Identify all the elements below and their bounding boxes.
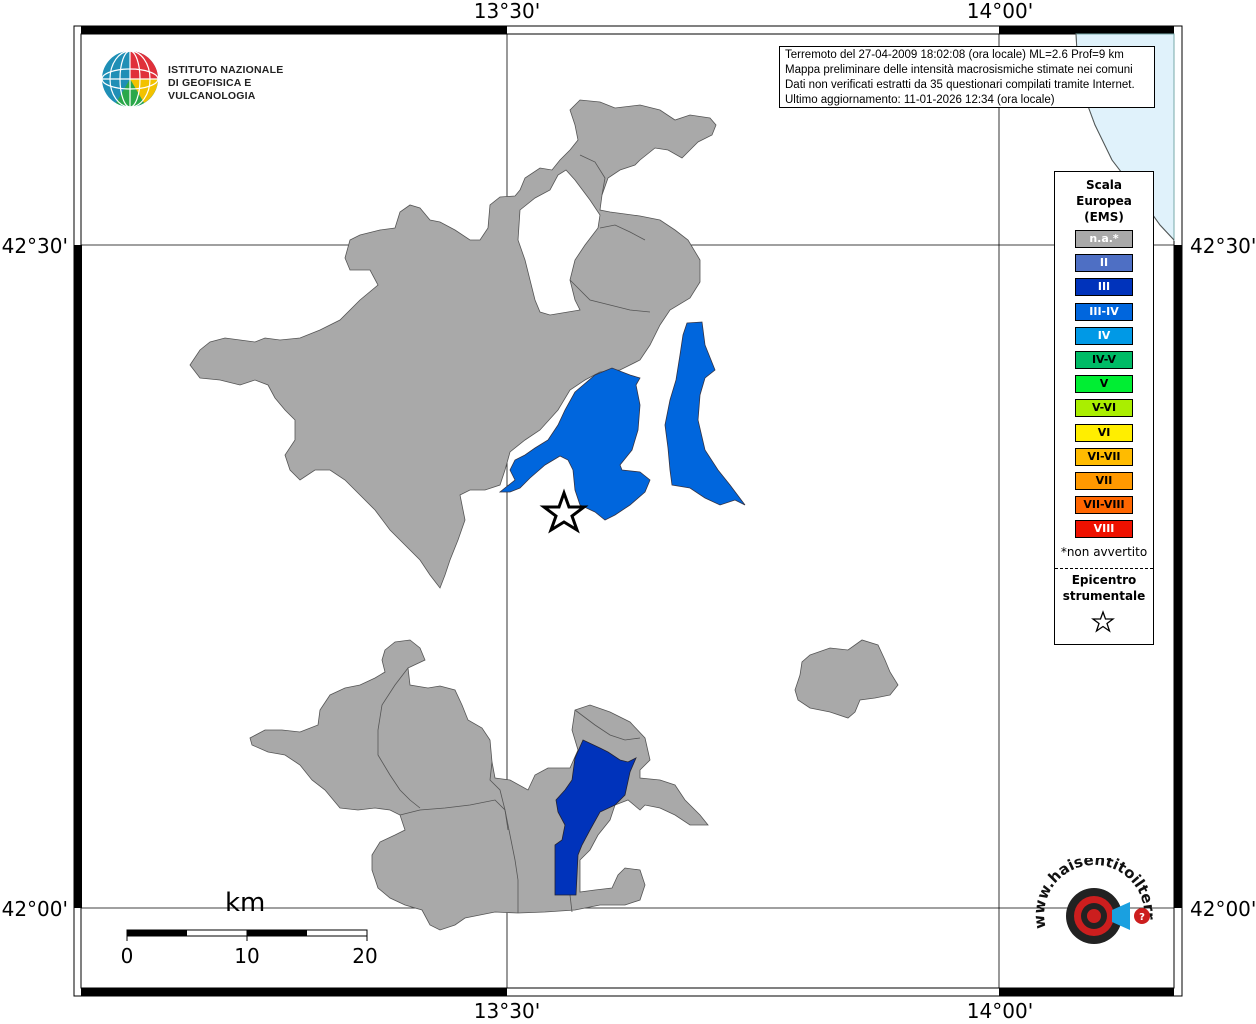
municipality-intensity-III: [554, 739, 637, 896]
legend-separator: [1055, 568, 1153, 569]
municipality-na-south-cluster: [249, 639, 709, 931]
lat-label-right-4200: 42°00': [1190, 897, 1256, 921]
legend-item-iii-iv: III-IV: [1075, 302, 1133, 321]
legend-epicenter-title: Epicentro strumentale: [1055, 572, 1153, 604]
ingv-logo: ISTITUTO NAZIONALE DI GEOFISICA E VULCAN…: [100, 48, 320, 110]
legend-item-viii: VIII: [1075, 520, 1133, 539]
scale-unit-label: km: [225, 888, 266, 918]
municipality-outline: [517, 169, 601, 316]
event-info-line: Dati non verificati estratti da 35 quest…: [785, 79, 1135, 91]
legend-item-v-vi: V-VI: [1075, 399, 1133, 418]
legend-title-line: (EMS): [1084, 210, 1124, 224]
legend-item-iii: III: [1075, 278, 1133, 297]
event-info-line: Ultimo aggiornamento: 11-01-2026 12:34 (…: [785, 94, 1055, 106]
legend-title: Scala Europea (EMS): [1055, 177, 1153, 225]
legend-epicenter-line: strumentale: [1062, 589, 1146, 603]
scale-label-20: 20: [352, 944, 377, 968]
legend-item-iv: IV: [1075, 326, 1133, 345]
lon-label-top-1400: 14°00': [967, 0, 1033, 23]
seismograph-target-icon: www.haisentitoilterremoto.it ?: [1024, 844, 1158, 944]
map-frame: [74, 26, 1182, 996]
ingv-name-line2: DI GEOFISICA E VULCANOLOGIA: [168, 77, 256, 102]
legend-epicenter-line: Epicentro: [1071, 573, 1137, 587]
epicenter-star[interactable]: [539, 488, 589, 534]
event-info-box: Terremoto del 27-04-2009 18:02:08 (ora l…: [779, 46, 1155, 108]
lon-label-bottom-1400: 14°00': [967, 999, 1033, 1023]
lat-label-left-4200: 42°00': [2, 897, 68, 921]
legend-item-vi: VI: [1075, 423, 1133, 442]
legend-item-vi-vii: VI-VII: [1075, 447, 1133, 466]
legend-item-v: V: [1075, 375, 1133, 394]
ingv-globe-icon: [101, 50, 159, 108]
lat-label-right-4230: 42°30': [1190, 234, 1256, 258]
ems-legend: Scala Europea (EMS) n.a.* II III III-IV IV IV…: [1054, 171, 1154, 645]
municipality-na-east: [794, 639, 899, 719]
legend-star-icon: [1091, 610, 1115, 633]
legend-item-ii: II: [1075, 254, 1133, 273]
legend-item-n-a: n.a.*: [1075, 230, 1133, 248]
lat-label-left-4230: 42°30': [2, 234, 68, 258]
svg-text:?: ?: [1139, 912, 1145, 923]
event-info-line: Mappa preliminare delle intensità macros…: [785, 64, 1133, 76]
legend-item-iv-v: IV-V: [1075, 351, 1133, 369]
legend-title-line: Scala: [1085, 178, 1123, 192]
municipality-intensity-III-IV-west: [498, 367, 651, 521]
event-info-line: Terremoto del 27-04-2009 18:02:08 (ora l…: [785, 49, 1124, 61]
ingv-name-line1: ISTITUTO NAZIONALE: [168, 64, 284, 76]
municipality-intensity-III-IV-east: [664, 321, 746, 506]
legend-title-line: Europea: [1076, 194, 1132, 208]
legend-item-vii: VII: [1075, 472, 1133, 490]
haisentito-logo: www.haisentitoilterremoto.it ?: [1024, 844, 1162, 978]
scale-label-0: 0: [121, 944, 134, 968]
legend-item-vii-viii: VII-VIII: [1075, 496, 1133, 515]
scale-label-10: 10: [234, 944, 259, 968]
legend-not-felt-note: *non avvertito: [1060, 545, 1148, 559]
lon-label-top-1330: 13°30': [474, 0, 540, 23]
scale-bar: 0 10 20: [121, 929, 378, 968]
lon-label-bottom-1330: 13°30': [474, 999, 540, 1023]
